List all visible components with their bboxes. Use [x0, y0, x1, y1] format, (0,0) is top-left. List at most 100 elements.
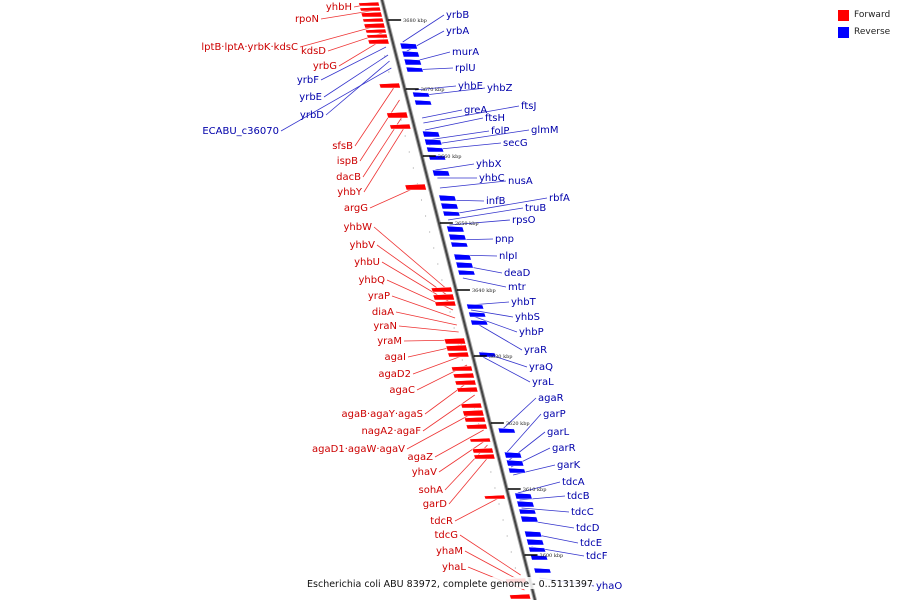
forward-gene-label-18[interactable]: agaI — [384, 352, 406, 363]
reverse-gene-label-13[interactable]: folP — [491, 126, 509, 137]
reverse-gene-14[interactable] — [446, 225, 465, 233]
forward-gene-label-24[interactable]: agaZ — [408, 452, 434, 463]
forward-gene-5[interactable] — [365, 28, 387, 34]
reverse-gene-33[interactable] — [526, 538, 545, 546]
forward-gene-label-10[interactable]: yhbW — [344, 222, 373, 233]
reverse-gene-label-5[interactable]: yhbZ — [487, 83, 513, 94]
forward-gene-27[interactable] — [471, 447, 494, 454]
forward-gene-label-28[interactable]: tdcR — [430, 516, 453, 527]
reverse-gene-label-2[interactable]: murA — [452, 47, 479, 58]
forward-gene-21[interactable] — [456, 386, 479, 393]
forward-gene-29[interactable] — [483, 494, 506, 500]
reverse-gene-label-19[interactable]: infB — [486, 196, 506, 207]
reverse-gene-label-28[interactable]: yhbS — [515, 312, 540, 323]
reverse-gene-15[interactable] — [448, 233, 467, 241]
reverse-gene-22[interactable] — [470, 319, 489, 326]
forward-gene-label-29[interactable]: tdcG — [434, 530, 458, 541]
reverse-gene-label-32[interactable]: yraL — [532, 377, 554, 388]
forward-gene-label-20[interactable]: agaC — [389, 385, 415, 396]
forward-gene-label-8[interactable]: yhbY — [337, 187, 363, 198]
reverse-gene-18[interactable] — [455, 261, 474, 269]
reverse-gene-30[interactable] — [518, 508, 537, 515]
reverse-gene-29[interactable] — [516, 500, 535, 508]
reverse-gene-label-37[interactable]: garK — [557, 460, 581, 471]
reverse-gene-label-30[interactable]: yraR — [524, 345, 547, 356]
reverse-gene-label-34[interactable]: garP — [543, 409, 566, 420]
forward-gene-label-0[interactable]: yhbH — [326, 2, 352, 13]
reverse-gene-label-20[interactable]: rbfA — [549, 193, 570, 204]
forward-gene-16[interactable] — [445, 344, 468, 352]
forward-gene-label-13[interactable]: yhbQ — [359, 275, 386, 286]
forward-gene-label-14[interactable]: yraP — [368, 291, 390, 302]
reverse-gene-8[interactable] — [426, 146, 445, 153]
forward-gene-10[interactable] — [389, 123, 412, 130]
forward-gene-label-22[interactable]: nagA2·agaF — [361, 426, 421, 437]
reverse-gene-label-6[interactable]: yrbF — [297, 75, 319, 86]
reverse-gene-11[interactable] — [438, 194, 457, 202]
forward-gene-31[interactable] — [509, 593, 532, 600]
reverse-gene-label-33[interactable]: agaR — [538, 393, 564, 404]
reverse-gene-label-4[interactable]: yhbE — [458, 81, 483, 92]
forward-gene-label-2[interactable]: lptB·lptA·yrbK·kdsC — [201, 42, 298, 53]
reverse-gene-28[interactable] — [514, 492, 533, 500]
forward-gene-26[interactable] — [469, 437, 492, 443]
forward-gene-label-25[interactable]: yhaV — [412, 467, 437, 478]
reverse-gene-label-35[interactable]: garL — [547, 427, 570, 438]
forward-gene-label-7[interactable]: dacB — [336, 172, 361, 183]
reverse-gene-34[interactable] — [528, 546, 547, 553]
forward-gene-0[interactable] — [358, 1, 380, 7]
reverse-gene-label-39[interactable]: tdcB — [567, 491, 590, 502]
reverse-gene-24[interactable] — [497, 427, 516, 434]
forward-gene-19[interactable] — [452, 372, 475, 379]
reverse-gene-label-41[interactable]: tdcD — [576, 523, 600, 534]
legend-forward[interactable]: Forward — [838, 8, 890, 22]
forward-gene-2[interactable] — [360, 11, 383, 18]
forward-gene-label-3[interactable]: kdsD — [301, 46, 326, 57]
forward-gene-7[interactable] — [367, 38, 390, 45]
forward-gene-28[interactable] — [473, 453, 496, 460]
reverse-gene-5[interactable] — [414, 99, 433, 106]
reverse-gene-label-40[interactable]: tdcC — [571, 507, 594, 518]
reverse-gene-25[interactable] — [503, 451, 523, 459]
reverse-gene-label-44[interactable]: yhaO — [596, 581, 622, 592]
reverse-gene-label-17[interactable]: yhbC — [479, 173, 505, 184]
forward-gene-label-5[interactable]: sfsB — [332, 141, 353, 152]
forward-gene-label-17[interactable]: yraM — [377, 336, 402, 347]
reverse-gene-21[interactable] — [468, 311, 487, 318]
reverse-gene-label-14[interactable]: glmM — [531, 125, 559, 136]
forward-gene-label-26[interactable]: sohA — [418, 485, 443, 496]
reverse-gene-label-23[interactable]: pnp — [495, 234, 514, 245]
reverse-gene-label-42[interactable]: tdcE — [580, 538, 602, 549]
reverse-gene-0[interactable] — [399, 42, 418, 50]
forward-gene-label-19[interactable]: agaD2 — [378, 369, 411, 380]
reverse-gene-label-12[interactable]: ftsH — [485, 113, 505, 124]
forward-gene-label-1[interactable]: rpoN — [295, 14, 319, 25]
reverse-gene-label-29[interactable]: yhbP — [519, 327, 544, 338]
legend-reverse[interactable]: Reverse — [838, 25, 890, 39]
forward-gene-25[interactable] — [465, 423, 488, 430]
forward-gene-20[interactable] — [454, 379, 477, 386]
forward-gene-label-23[interactable]: agaD1·agaW·agaV — [312, 444, 405, 455]
reverse-gene-1[interactable] — [401, 50, 420, 58]
forward-gene-label-27[interactable]: garD — [423, 499, 448, 510]
reverse-gene-7[interactable] — [424, 138, 443, 146]
reverse-gene-6[interactable] — [422, 130, 441, 138]
forward-gene-22[interactable] — [460, 402, 483, 409]
forward-gene-11[interactable] — [404, 183, 427, 191]
forward-gene-6[interactable] — [366, 33, 389, 39]
reverse-gene-31[interactable] — [520, 515, 539, 523]
reverse-gene-label-43[interactable]: tdcF — [586, 551, 608, 562]
forward-gene-label-16[interactable]: yraN — [373, 321, 397, 332]
reverse-gene-35[interactable] — [530, 554, 549, 561]
forward-gene-label-12[interactable]: yhbU — [354, 257, 380, 268]
reverse-gene-label-27[interactable]: yhbT — [511, 297, 537, 308]
forward-gene-3[interactable] — [362, 17, 384, 23]
reverse-gene-32[interactable] — [524, 530, 543, 538]
reverse-gene-19[interactable] — [457, 269, 476, 276]
forward-gene-label-21[interactable]: agaB·agaY·agaS — [342, 409, 423, 420]
reverse-gene-16[interactable] — [450, 241, 469, 248]
forward-gene-9[interactable] — [386, 111, 409, 119]
forward-gene-label-30[interactable]: yhaM — [436, 546, 463, 557]
forward-gene-label-15[interactable]: diaA — [372, 307, 394, 318]
forward-gene-label-31[interactable]: yhaL — [442, 562, 466, 573]
